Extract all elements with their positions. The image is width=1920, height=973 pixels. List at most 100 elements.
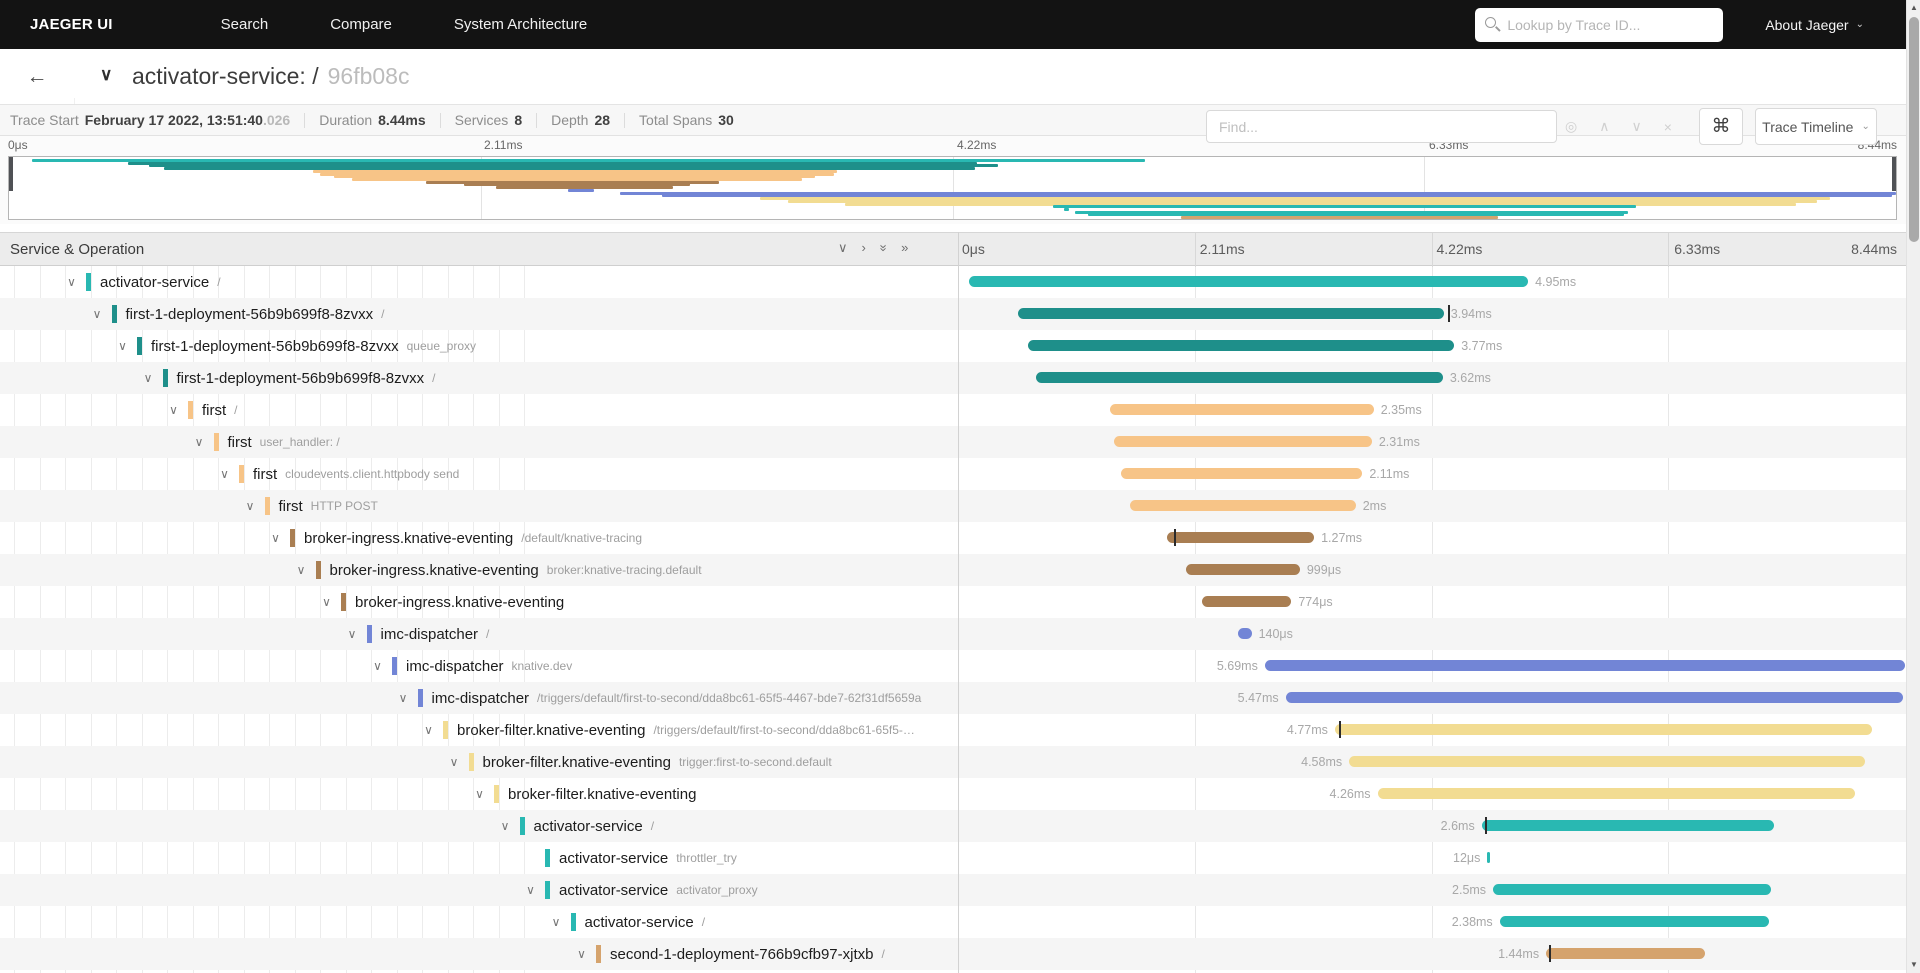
span-tree-item[interactable]: ∨ first HTTP POST [0,490,957,522]
span-tree-item[interactable]: ∨ first / [0,394,957,426]
span-tree-item[interactable]: ∨ broker-filter.knative-eventing [0,778,957,810]
row-chevron-down-icon[interactable]: ∨ [373,659,382,673]
nav-item-search[interactable]: Search [220,16,269,33]
scroll-down-icon[interactable]: ▼ [1910,960,1918,969]
span-bar[interactable] [1186,564,1300,575]
span-bar-cell[interactable]: 2.6ms [958,810,1905,842]
row-chevron-down-icon[interactable]: ∨ [118,339,127,353]
span-bar-cell[interactable]: 999μs [958,554,1905,586]
row-chevron-down-icon[interactable]: ∨ [143,371,153,385]
row-chevron-down-icon[interactable]: ∨ [526,883,535,897]
row-chevron-down-icon[interactable]: ∨ [67,275,76,289]
span-bar[interactable] [1487,852,1491,863]
span-bar[interactable] [1334,724,1872,735]
span-bar[interactable] [1546,948,1706,959]
span-bar-cell[interactable]: 3.77ms [958,330,1905,362]
nav-item-compare[interactable]: Compare [330,16,392,33]
span-bar-cell[interactable]: 1.27ms [958,522,1905,554]
span-bar-cell[interactable]: 12μs [958,842,1905,874]
span-tree-item[interactable]: ∨ first-1-deployment-56b9b699f8-8zvxx / [0,298,957,330]
row-chevron-down-icon[interactable]: ∨ [551,915,561,929]
span-bar[interactable] [1167,532,1315,543]
span-bar-cell[interactable]: 4.77ms [958,714,1905,746]
expand-all-icon[interactable]: » [901,240,909,255]
row-chevron-down-icon[interactable]: ∨ [500,819,510,833]
span-tree-item[interactable]: ∨ first cloudevents.client.httpbody send [0,458,957,490]
span-bar-cell[interactable]: 2.38ms [958,906,1905,938]
span-bar-cell[interactable]: 2.35ms [958,394,1905,426]
span-bar[interactable] [969,276,1529,287]
span-tree-item[interactable]: ∨ activator-service / [0,266,957,298]
span-bar-cell[interactable]: 4.26ms [958,778,1905,810]
keyboard-shortcuts-button[interactable]: ⌘ [1699,108,1743,145]
span-bar-cell[interactable]: 2.31ms [958,426,1905,458]
row-chevron-down-icon[interactable]: ∨ [398,691,408,705]
span-bar[interactable] [1377,788,1855,799]
span-bar-cell[interactable]: 5.47ms [958,682,1905,714]
span-tree-item[interactable]: ∨ broker-ingress.knative-eventing [0,586,957,618]
span-bar-cell[interactable]: 2.5ms [958,874,1905,906]
row-chevron-down-icon[interactable]: ∨ [194,435,204,449]
span-bar[interactable] [1110,404,1374,415]
span-bar[interactable] [1202,596,1292,607]
expand-one-icon[interactable]: › [861,240,866,255]
span-tree-item[interactable]: ∨ broker-filter.knative-eventing/triggers… [0,714,957,746]
span-bar[interactable] [1028,340,1455,351]
back-button[interactable]: ← [26,65,48,88]
span-bar[interactable] [1285,692,1904,703]
clear-find-icon[interactable]: × [1663,118,1672,135]
span-tree-item[interactable]: ∨ broker-ingress.knative-eventing broker:k… [0,554,957,586]
span-tree-item[interactable]: ∨ broker-filter.knative-eventing trigger:f… [0,746,957,778]
scroll-up-icon[interactable]: ▲ [1910,3,1918,12]
prev-match-icon[interactable]: ∧ [1599,118,1610,134]
span-tree-item[interactable]: ∨ imc-dispatcher knative.dev [0,650,957,682]
span-bar[interactable] [1493,884,1771,895]
span-bar[interactable] [1499,916,1769,927]
span-tree-item[interactable]: ∨ first-1-deployment-56b9b699f8-8zvxx / [0,362,957,394]
row-chevron-down-icon[interactable]: ∨ [271,531,280,545]
row-chevron-down-icon[interactable]: ∨ [169,403,178,417]
span-bar[interactable] [1238,628,1252,639]
row-chevron-down-icon[interactable]: ∨ [347,627,357,641]
span-bar-cell[interactable]: 2.11ms [958,458,1905,490]
span-tree-item[interactable]: ∨ imc-dispatcher/triggers/default/first-t… [0,682,957,714]
row-chevron-down-icon[interactable]: ∨ [220,467,229,481]
span-bar[interactable] [1017,308,1444,319]
span-tree-item[interactable]: ∨ second-1-deployment-766b9cfb97-xjtxb / [0,938,957,970]
span-tree-item[interactable]: ∨ activator-service activator_proxy [0,874,957,906]
nav-item-system-architecture[interactable]: System Architecture [453,16,588,33]
minimap-left-scrub-handle[interactable] [9,157,13,191]
span-bar[interactable] [1114,436,1372,447]
span-bar-cell[interactable]: 3.62ms [958,362,1905,394]
row-chevron-down-icon[interactable]: ∨ [296,563,306,577]
row-chevron-down-icon[interactable]: ∨ [577,947,586,961]
scrollbar-thumb[interactable] [1909,17,1919,242]
span-tree-item[interactable]: ∨ broker-ingress.knative-eventing/default… [0,522,957,554]
row-chevron-down-icon[interactable]: ∨ [475,787,484,801]
minimap-right-scrub-handle[interactable] [1892,157,1896,191]
row-chevron-down-icon[interactable]: ∨ [424,723,433,737]
title-collapse-chevron-icon[interactable]: ∨ [100,65,113,84]
collapse-all-icon[interactable]: » [876,244,892,252]
next-match-icon[interactable]: ∨ [1631,118,1642,134]
span-tree-item[interactable]: ∨ activator-service / [0,906,957,938]
span-bar-cell[interactable]: 1.44ms [958,938,1905,970]
span-bar[interactable] [1130,500,1356,511]
trace-id-search-input[interactable]: Lookup by Trace ID... [1475,7,1724,42]
span-tree-item[interactable]: activator-service throttler_try [0,842,957,874]
span-bar-cell[interactable]: 4.95ms [958,266,1905,298]
panel-divider[interactable] [958,232,959,973]
trace-view-select[interactable]: Trace Timeline ⌄ [1755,108,1877,145]
row-chevron-down-icon[interactable]: ∨ [449,755,459,769]
find-input[interactable]: Find... [1206,110,1557,143]
row-chevron-down-icon[interactable]: ∨ [245,499,255,513]
span-tree-item[interactable]: ∨ first-1-deployment-56b9b699f8-8zvxx queu… [0,330,957,362]
span-bar-cell[interactable]: 774μs [958,586,1905,618]
span-bar-cell[interactable]: 5.69ms [958,650,1905,682]
row-chevron-down-icon[interactable]: ∨ [322,595,331,609]
row-chevron-down-icon[interactable]: ∨ [92,307,102,321]
span-tree-item[interactable]: ∨ first user_handler: / [0,426,957,458]
about-jaeger-menu[interactable]: About Jaeger ⌄ [1765,16,1864,33]
span-bar-cell[interactable]: 2ms [958,490,1905,522]
span-bar-cell[interactable]: 4.58ms [958,746,1905,778]
